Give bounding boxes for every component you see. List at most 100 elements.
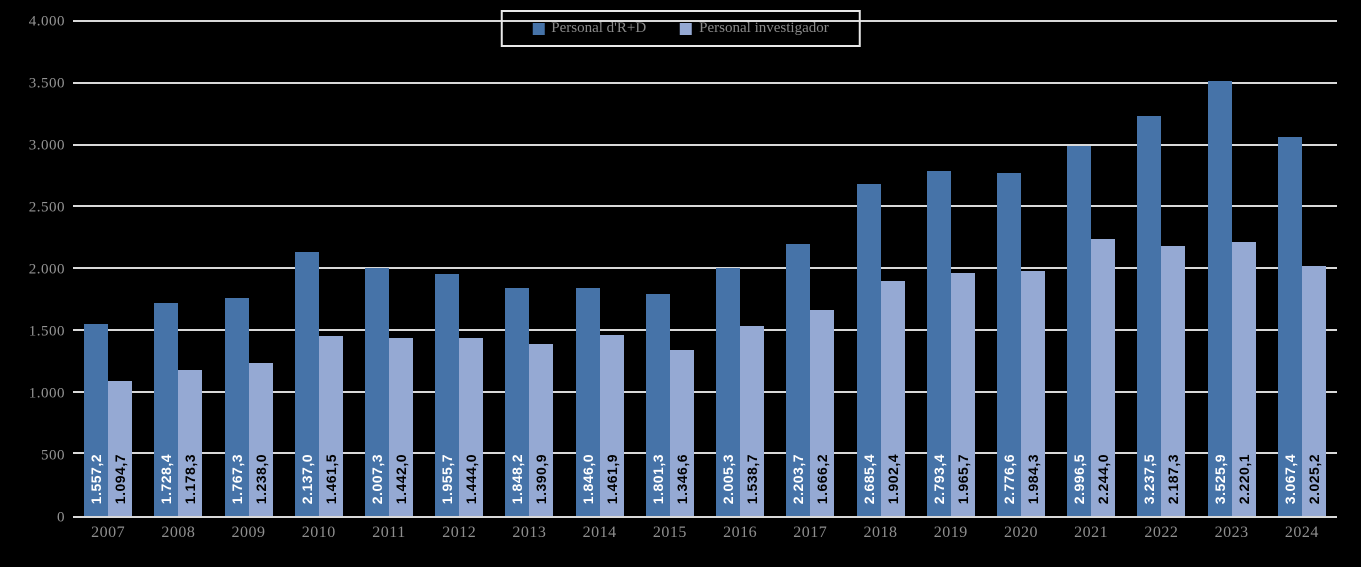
- bar-personal-investigador: 1.390,9: [529, 344, 554, 516]
- year-group-2011: 2.007,3 1.442,0: [354, 22, 424, 516]
- bar-personal-investigador: 1.094,7: [108, 380, 133, 516]
- bar-personal-rd: 1.728,4: [154, 302, 179, 516]
- bar-value-label-personal-investigador: 2.187,3: [1165, 453, 1182, 504]
- bar-personal-rd: 2.776,6: [996, 173, 1021, 516]
- bar-personal-investigador: 1.538,7: [740, 325, 765, 516]
- bar-personal-rd: 2.996,5: [1067, 145, 1092, 516]
- bar-personal-investigador: 2.244,0: [1091, 238, 1116, 516]
- bar-value-label-personal-investigador: 1.984,3: [1024, 453, 1041, 504]
- gridline: [73, 143, 1337, 146]
- x-tick-label: 2007: [91, 524, 126, 541]
- x-tick-label: 2008: [161, 524, 196, 541]
- bar-value-label-personal-investigador: 1.390,9: [533, 453, 550, 504]
- year-group-2019: 2.793,4 1.965,7: [916, 22, 986, 516]
- y-axis: 0 500 1.000 1.500 2.000 2.500 3.000 3.500 4.000: [0, 14, 65, 526]
- bar-personal-investigador: 2.025,2: [1301, 265, 1326, 516]
- year-group-2016: 2.005,3 1.538,7: [705, 22, 775, 516]
- bar-personal-rd: 2.793,4: [926, 171, 951, 516]
- bar-personal-rd: 1.846,0: [575, 288, 600, 516]
- bar-value-label-personal-investigador: 1.902,4: [884, 453, 901, 504]
- bar-personal-investigador: 1.461,9: [599, 335, 624, 516]
- x-tick-label: 2021: [1074, 524, 1109, 541]
- bar-value-label-personal-rd: 2.996,5: [1071, 453, 1088, 504]
- bar-value-label-personal-rd: 1.801,3: [649, 453, 666, 504]
- bar-personal-rd: 2.685,4: [856, 184, 881, 516]
- bar-value-label-personal-investigador: 1.461,5: [322, 453, 339, 504]
- bar-personal-rd: 2.005,3: [716, 268, 741, 516]
- bar-personal-investigador: 1.442,0: [388, 337, 413, 516]
- bar-value-label-personal-rd: 1.848,2: [509, 453, 526, 504]
- x-tick-label: 2020: [1003, 524, 1038, 541]
- year-group-2014: 1.846,0 1.461,9: [565, 22, 635, 516]
- bar-personal-investigador: 1.965,7: [950, 273, 975, 516]
- year-group-2024: 3.067,4 2.025,2: [1267, 22, 1337, 516]
- gridline: [73, 205, 1337, 208]
- bar-value-label-personal-investigador: 1.238,0: [252, 453, 269, 504]
- bar-personal-rd: 2.007,3: [364, 268, 389, 516]
- gridline: [73, 328, 1337, 331]
- bar-personal-investigador: 1.902,4: [880, 281, 905, 516]
- bar-personal-rd: 2.137,0: [294, 252, 319, 516]
- x-tick-label: 2010: [301, 524, 336, 541]
- bar-value-label-personal-investigador: 1.442,0: [392, 453, 409, 504]
- bar-value-label-personal-investigador: 2.025,2: [1305, 453, 1322, 504]
- x-axis: 2007 2008 2009 2010 2011 2012 2013 2014 2015 2016…: [73, 524, 1337, 542]
- bar-value-label-personal-investigador: 2.220,1: [1235, 453, 1252, 504]
- bars-layer: 1.557,2 1.094,7 1.728,4 1.178,3 1.767,3 1.238…: [73, 22, 1337, 516]
- bar-personal-investigador: 2.220,1: [1231, 241, 1256, 516]
- bar-value-label-personal-rd: 1.846,0: [579, 453, 596, 504]
- bar-value-label-personal-rd: 2.005,3: [720, 453, 737, 504]
- bar-value-label-personal-investigador: 1.178,3: [182, 453, 199, 504]
- bar-value-label-personal-rd: 2.007,3: [368, 453, 385, 504]
- bar-value-label-personal-rd: 2.137,0: [298, 453, 315, 504]
- y-tick-label: 3.500: [28, 75, 65, 92]
- bar-personal-investigador: 1.984,3: [1020, 270, 1045, 516]
- bar-personal-rd: 2.203,7: [786, 243, 811, 516]
- x-tick-label: 2011: [372, 524, 406, 541]
- legend-swatch-personal-rd-icon: [532, 22, 545, 35]
- year-group-2017: 2.203,7 1.666,2: [775, 22, 845, 516]
- bar-personal-rd: 1.557,2: [84, 323, 109, 516]
- bar-value-label-personal-investigador: 1.965,7: [954, 453, 971, 504]
- bar-value-label-personal-investigador: 2.244,0: [1095, 453, 1112, 504]
- year-group-2008: 1.728,4 1.178,3: [143, 22, 213, 516]
- gridline: [73, 452, 1337, 455]
- bar-value-label-personal-rd: 1.557,2: [88, 453, 105, 504]
- gridline: [73, 81, 1337, 84]
- year-group-2009: 1.767,3 1.238,0: [213, 22, 283, 516]
- gridline: [73, 20, 1337, 22]
- bar-value-label-personal-rd: 1.767,3: [228, 453, 245, 504]
- legend-swatch-personal-investigador-icon: [680, 22, 693, 35]
- year-group-2007: 1.557,2 1.094,7: [73, 22, 143, 516]
- bar-personal-rd: 1.767,3: [224, 297, 249, 516]
- bar-personal-rd: 3.237,5: [1137, 116, 1162, 516]
- legend-item-personal-investigador: Personal investigador: [680, 20, 829, 37]
- bar-personal-rd: 1.848,2: [505, 287, 530, 516]
- bar-value-label-personal-investigador: 1.346,6: [673, 453, 690, 504]
- x-tick-label: 2024: [1284, 524, 1319, 541]
- bar-value-label-personal-rd: 2.793,4: [930, 453, 947, 504]
- bar-personal-rd: 1.955,7: [435, 274, 460, 516]
- bar-value-label-personal-rd: 2.685,4: [860, 453, 877, 504]
- year-group-2012: 1.955,7 1.444,0: [424, 22, 494, 516]
- bar-value-label-personal-rd: 1.728,4: [158, 453, 175, 504]
- x-tick-label: 2017: [793, 524, 828, 541]
- y-tick-label: 2.000: [28, 261, 65, 278]
- gridline: [73, 267, 1337, 269]
- bar-personal-investigador: 1.666,2: [810, 310, 835, 516]
- bar-personal-investigador: 1.346,6: [669, 349, 694, 516]
- x-tick-label: 2015: [652, 524, 687, 541]
- bar-value-label-personal-investigador: 1.094,7: [112, 453, 129, 504]
- y-tick-label: 1.500: [28, 323, 65, 340]
- bar-value-label-personal-investigador: 1.444,0: [463, 453, 480, 504]
- plot-area: 1.557,2 1.094,7 1.728,4 1.178,3 1.767,3 1.238…: [73, 20, 1337, 518]
- bar-value-label-personal-rd: 2.776,6: [1000, 453, 1017, 504]
- bar-personal-investigador: 1.444,0: [459, 337, 484, 516]
- bar-personal-investigador: 1.238,0: [248, 363, 273, 516]
- gridline: [73, 390, 1337, 393]
- bar-value-label-personal-rd: 1.955,7: [439, 453, 456, 504]
- year-group-2010: 2.137,0 1.461,5: [284, 22, 354, 516]
- bar-value-label-personal-rd: 3.237,5: [1141, 453, 1158, 504]
- x-tick-label: 2009: [231, 524, 266, 541]
